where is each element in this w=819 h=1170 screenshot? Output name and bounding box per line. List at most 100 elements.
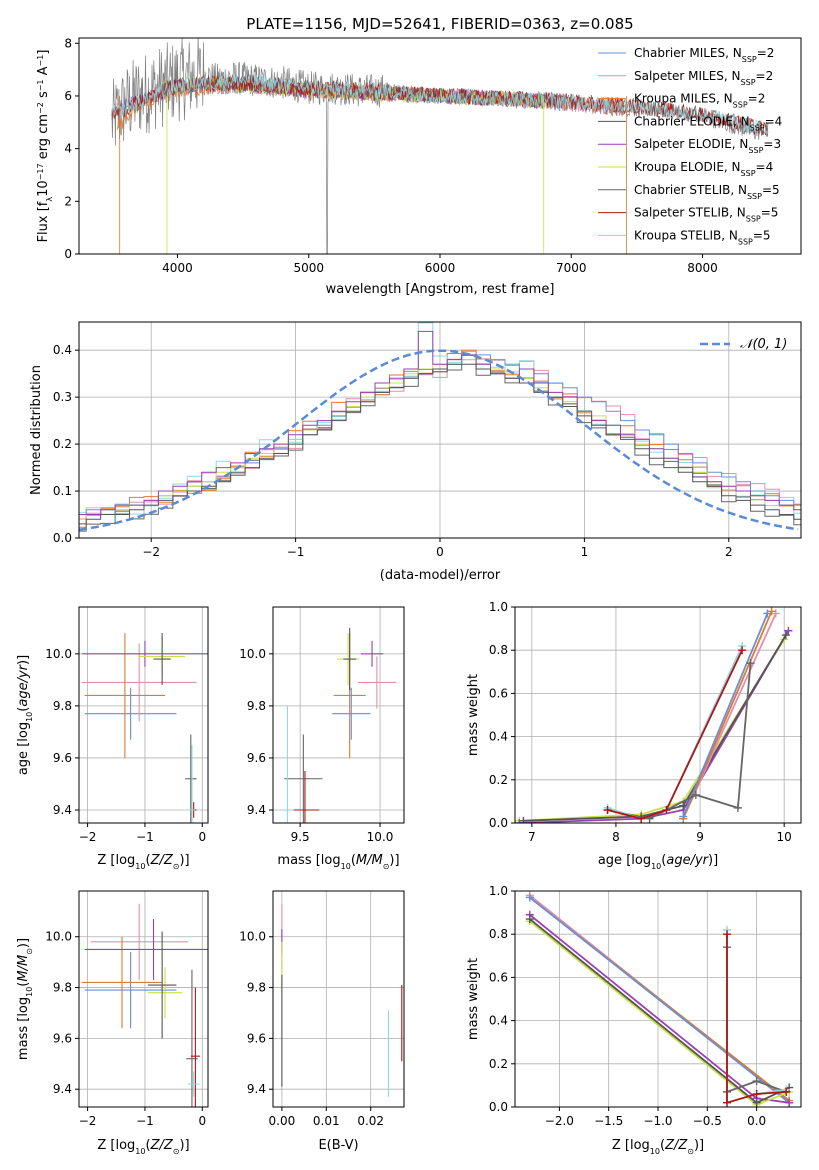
mass-weight-vs-Z-ytick-label: 0.2 (489, 1057, 508, 1071)
age-vs-Z-plot-area (81, 633, 208, 823)
age-vs-mass-ytick-label: 9.6 (247, 751, 266, 765)
age-vs-Z-ytick-label: 9.4 (53, 803, 72, 817)
mass-weight-vs-age-series-chabrier-elodie-marker (679, 801, 688, 810)
mass-weight-vs-Z-ytick-label: 0.6 (489, 970, 508, 984)
mass-vs-Z-plot-area (81, 903, 208, 1107)
mass-vs-EBV-ytick-label: 9.8 (247, 981, 266, 995)
age-vs-Z-frame (78, 606, 209, 824)
mass-vs-EBV-xtick-label: 0.02 (357, 1114, 384, 1128)
spectrum-xtick-label: 7000 (556, 261, 587, 275)
mass-weight-vs-Z-series-salpeter-elodie (529, 914, 790, 1104)
mass-vs-EBV-ytick-label: 9.4 (247, 1082, 266, 1096)
mass-weight-vs-Z-series-salpeter-elodie-marker (785, 1098, 794, 1107)
age-vs-Z-xtick-label: 0 (198, 830, 206, 844)
residuals-ytick-label: 0.2 (53, 437, 72, 451)
mass-vs-Z-xlabel: Z [log10(Z/Z⊙)] (97, 1138, 189, 1156)
mass-weight-vs-Z-xtick-label: −1.0 (643, 1114, 672, 1128)
spectrum-xlabel: wavelength [Angstrom, rest frame] (326, 282, 555, 297)
mass-weight-vs-Z-series-salpeter-stelib-marker (782, 1087, 791, 1096)
mass-weight-vs-age-ylabel: mass weight (466, 674, 481, 756)
mass-weight-vs-Z-series-chabrier-stelib-marker (752, 1077, 761, 1086)
residuals-xtick-label: 1 (581, 545, 589, 559)
mass-vs-EBV-ytick-label: 9.6 (247, 1031, 266, 1045)
age-vs-Z-ytick-label: 9.6 (53, 751, 72, 765)
age-vs-mass-xtick-label: 9.5 (291, 830, 310, 844)
mass-vs-Z-frame (78, 890, 209, 1108)
mass-weight-vs-Z-plot-area (525, 891, 794, 1107)
mass-weight-vs-Z-series-chabrier-miles (529, 896, 790, 1104)
age-vs-Z-panel: −2 −1 0 9.4 9.6 9.8 10.0 Z [log10(Z/Z⊙)] age [lo… (16, 606, 209, 871)
mass-weight-vs-age-xtick-label: 9 (696, 830, 704, 844)
spectrum-ytick-label: 8 (64, 36, 72, 50)
spectrum-xtick-label: 5000 (293, 261, 324, 275)
residuals-xlabel: (data-model)/error (380, 568, 501, 583)
mass-weight-vs-age-ytick-label: 0.2 (489, 773, 508, 787)
residuals-legend-label: 𝒩(0, 1) (740, 337, 787, 352)
spectrum-legend-label: Salpeter STELIB, NSSP=5 (634, 206, 778, 224)
spectrum-legend-label: Kroupa MILES, NSSP=2 (634, 92, 765, 110)
spectrum-legend-label: Salpeter ELODIE, NSSP=3 (634, 137, 781, 155)
mass-weight-vs-age-xlabel: age [log10(age/yr)] (598, 853, 718, 871)
residuals-ytick-label: 0.0 (53, 531, 72, 545)
age-vs-Z-xlabel: Z [log10(Z/Z⊙)] (97, 853, 189, 871)
mass-weight-vs-age-series-chabrier-stelib-marker (746, 659, 755, 668)
age-vs-Z-ytick-label: 9.8 (53, 699, 72, 713)
spectrum-xtick-label: 6000 (425, 261, 456, 275)
age-vs-Z-xtick-label: −1 (136, 830, 154, 844)
mass-weight-vs-age-series-salpeter-stelib (607, 649, 743, 820)
mass-weight-vs-age-series-kroupa-miles-marker (767, 607, 776, 616)
mass-weight-vs-age-xtick-label: 10 (777, 830, 792, 844)
spectrum-legend-label: Salpeter MILES, NSSP=2 (634, 69, 773, 87)
mass-vs-EBV-plot-area (281, 903, 403, 1097)
mass-vs-Z-ytick-label: 9.4 (53, 1082, 72, 1096)
residuals-hist-kroupa-stelib (79, 322, 801, 515)
mass-weight-vs-age-series-salpeter-stelib-marker (603, 806, 612, 815)
residuals-xtick-label: 0 (436, 545, 444, 559)
mass-vs-EBV-panel: 0.00 0.01 0.02 9.4 9.6 9.8 10.0 E(B-V) (239, 890, 405, 1153)
residuals-ytick-label: 0.3 (53, 390, 72, 404)
residuals-xtick-label: 2 (725, 545, 733, 559)
mass-weight-vs-Z-series-salpeter-stelib-marker (752, 1090, 761, 1099)
mass-weight-vs-Z-series-salpeter-stelib (726, 934, 787, 1104)
mass-weight-vs-age-series-salpeter-elodie-marker (784, 626, 793, 635)
mass-weight-vs-Z-ytick-label: 0.4 (489, 1014, 508, 1028)
age-vs-mass-ytick-label: 9.8 (247, 699, 266, 713)
mass-weight-vs-age-ytick-label: 1.0 (489, 600, 508, 614)
residuals-xtick-label: −2 (142, 545, 160, 559)
mass-vs-EBV-xlabel: E(B-V) (318, 1138, 358, 1153)
age-vs-Z-ytick-label: 10.0 (45, 647, 72, 661)
mass-weight-vs-Z-xtick-label: −1.5 (594, 1114, 623, 1128)
residuals-ytick-label: 0.4 (53, 343, 72, 357)
mass-weight-vs-Z-series-chabrier-elodie-marker (525, 915, 534, 924)
spectrum-model-kroupa-elodie (164, 75, 546, 109)
figure-title: PLATE=1156, MJD=52641, FIBERID=0363, z=0… (246, 15, 633, 33)
mass-weight-vs-age-series-chabrier-miles-marker (679, 812, 688, 821)
residuals-ytick-label: 0.1 (53, 484, 72, 498)
mass-weight-vs-age-ytick-label: 0.4 (489, 730, 508, 744)
mass-vs-Z-panel: −2 −1 0 9.4 9.6 9.8 10.0 Z [log10(Z/Z⊙)] mass [l… (16, 890, 209, 1156)
age-vs-mass-panel: 9.5 10.0 9.4 9.6 9.8 10.0 mass [log10(M/M⊙)] (239, 606, 405, 871)
mass-weight-vs-age-series-salpeter-stelib-marker (738, 646, 747, 655)
spectrum-plot-area (111, 38, 769, 254)
residuals-plot-area (79, 322, 801, 532)
mass-vs-Z-ytick-label: 9.8 (53, 981, 72, 995)
mass-weight-vs-Z-series-salpeter-stelib-marker (723, 1098, 732, 1107)
spectrum-ytick-label: 4 (64, 142, 72, 156)
mass-weight-vs-age-plot-area (515, 607, 793, 823)
mass-weight-vs-age-series-chabrier-stelib (607, 663, 752, 820)
age-vs-mass-plot-area (280, 627, 397, 823)
spectrum-legend-label: Chabrier MILES, NSSP=2 (634, 46, 774, 64)
residuals-panel: −2 −1 0 1 2 0.0 0.1 0.2 0.3 0.4 𝒩(0, 1) (data-model… (29, 321, 802, 583)
spectrum-xtick-label: 4000 (162, 261, 193, 275)
mass-weight-vs-Z-series-salpeter-stelib-marker (723, 930, 732, 939)
mass-weight-vs-Z-xtick-label: −2.0 (545, 1114, 574, 1128)
mass-weight-vs-age-series-chabrier-miles-marker (763, 609, 772, 618)
residuals-xtick-label: −1 (287, 545, 305, 559)
spectrum-legend-label: Chabrier ELODIE, NSSP=4 (634, 114, 782, 131)
mass-vs-Z-xtick-label: −2 (79, 1114, 97, 1128)
mass-vs-EBV-frame (272, 890, 405, 1108)
mass-vs-EBV-xtick-label: 0.00 (269, 1114, 296, 1128)
mass-weight-vs-Z-xlabel: Z [log10(Z/Z⊙)] (612, 1138, 704, 1156)
residuals-ylabel: Normed distribution (29, 365, 44, 495)
mass-weight-vs-Z-series-kroupa-elodie (529, 920, 790, 1106)
